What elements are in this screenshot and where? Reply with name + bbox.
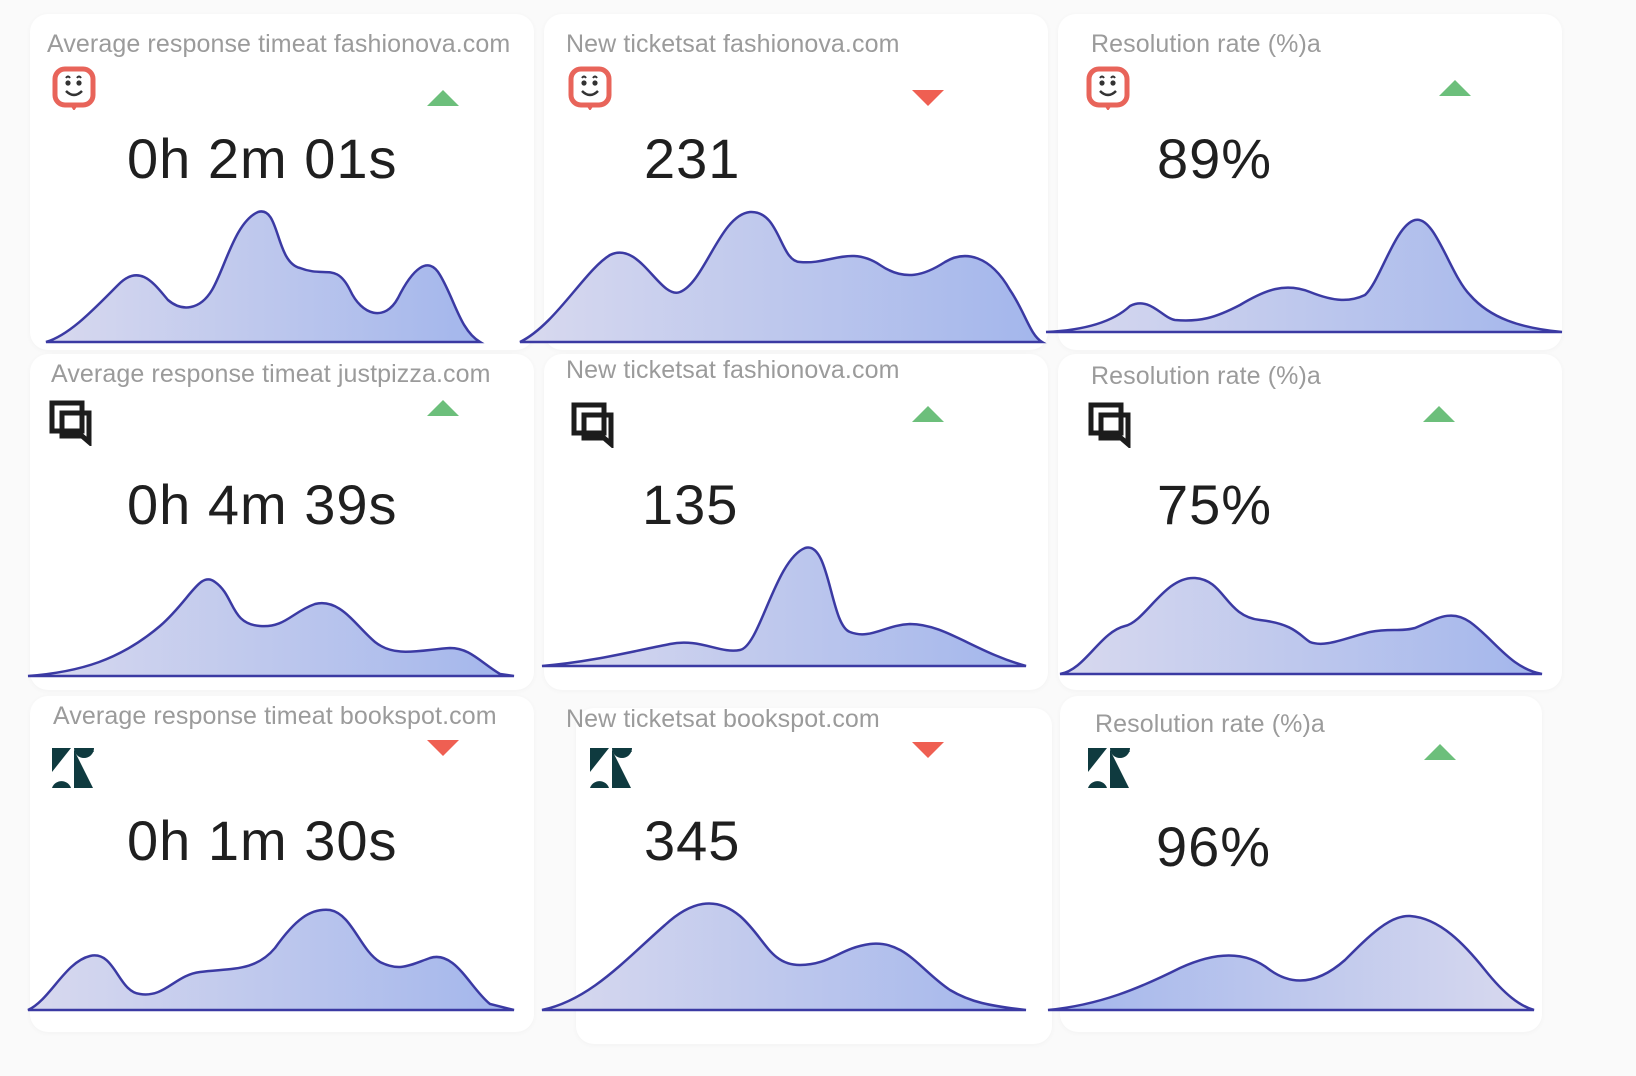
smile-chat-icon <box>568 66 616 114</box>
card-title: Resolution rate (%)a <box>1091 362 1321 390</box>
metric-card-5[interactable]: New ticketsat fashionova.com 135 <box>544 354 1048 690</box>
metric-value: 89% <box>1157 127 1273 190</box>
metric-card-2[interactable]: New ticketsat fashionova.com 231 <box>544 14 1048 350</box>
card-title: Average response timeat justpizza.com <box>51 360 491 388</box>
zendesk-icon <box>588 748 636 796</box>
metric-value: 0h 4m 39s <box>127 473 398 536</box>
smile-chat-icon <box>1086 66 1134 114</box>
card-title: Average response timeat fashionova.com <box>47 30 511 58</box>
trend-up-icon <box>1422 742 1458 762</box>
card-title: Resolution rate (%)a <box>1091 30 1321 58</box>
metric-value: 135 <box>642 473 739 536</box>
metric-card-9[interactable]: Resolution rate (%)a 96% <box>1060 696 1542 1032</box>
metric-card-4[interactable]: Average response timeat justpizza.com 0h… <box>30 354 534 690</box>
card-title: New ticketsat bookspot.com <box>566 705 880 733</box>
trend-up-icon <box>1437 78 1473 98</box>
card-title: New ticketsat fashionova.com <box>566 30 900 58</box>
trend-up-icon <box>425 88 461 108</box>
metric-value: 96% <box>1156 815 1272 878</box>
metric-value: 75% <box>1157 473 1273 536</box>
metric-card-1[interactable]: Average response timeat fashionova.com 0… <box>30 14 534 350</box>
zendesk-icon <box>50 748 98 796</box>
stacked-chat-icon <box>1088 402 1136 450</box>
trend-up-icon <box>1421 404 1457 424</box>
trend-up-icon <box>425 398 461 418</box>
trend-down-icon <box>425 738 461 758</box>
trend-up-icon <box>910 404 946 424</box>
metric-card-7[interactable]: Average response timeat bookspot.com 0h … <box>30 696 534 1032</box>
stacked-chat-icon <box>49 400 97 448</box>
card-title: Average response timeat bookspot.com <box>53 702 497 730</box>
metric-card-8[interactable]: New ticketsat bookspot.com 345 <box>566 705 1052 1044</box>
smile-chat-icon <box>52 66 100 114</box>
trend-down-icon <box>910 88 946 108</box>
card-title: New ticketsat fashionova.com <box>566 356 900 384</box>
metric-card-3[interactable]: Resolution rate (%)a 89% <box>1058 14 1562 350</box>
metric-card-6[interactable]: Resolution rate (%)a 75% <box>1058 354 1562 690</box>
trend-down-icon <box>910 740 946 760</box>
metric-value: 0h 1m 30s <box>127 809 398 872</box>
zendesk-icon <box>1086 748 1134 796</box>
metric-value: 345 <box>644 809 741 872</box>
stacked-chat-icon <box>571 402 619 450</box>
metric-value: 0h 2m 01s <box>127 127 398 190</box>
metric-value: 231 <box>644 127 741 190</box>
card-title: Resolution rate (%)a <box>1095 710 1325 738</box>
